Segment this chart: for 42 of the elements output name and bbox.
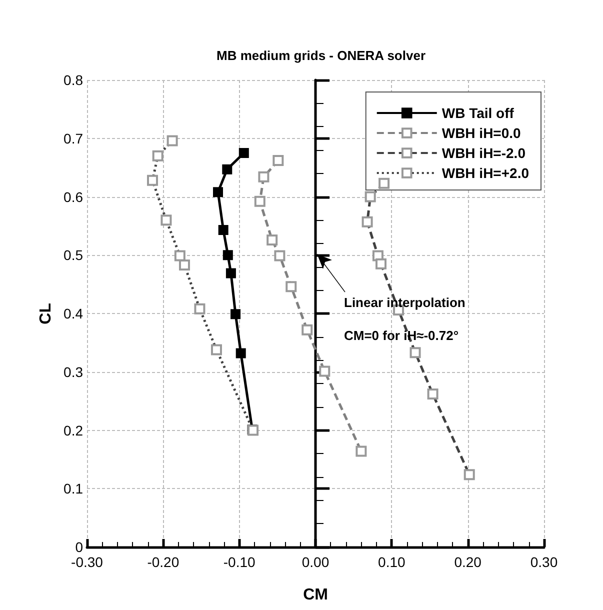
legend-label: WBH iH=+2.0 bbox=[442, 165, 530, 181]
chart-title: MB medium grids - ONERA solver bbox=[216, 48, 426, 63]
point bbox=[236, 348, 246, 358]
point bbox=[258, 171, 270, 182]
y-tick-label: 0.2 bbox=[64, 422, 84, 438]
point bbox=[302, 324, 313, 336]
point bbox=[272, 155, 284, 166]
y-tick-label: 0.4 bbox=[64, 306, 84, 322]
y-tick-label: 0.8 bbox=[64, 72, 84, 88]
y-tick-label: 0.7 bbox=[64, 130, 84, 146]
point bbox=[319, 366, 330, 377]
x-tick-label: -0.30 bbox=[71, 554, 104, 570]
annotation: Linear interpolation bbox=[344, 295, 466, 310]
legend-label: WBH iH=-2.0 bbox=[442, 145, 526, 161]
y-tick-label: 0.3 bbox=[64, 364, 84, 380]
annotation: CM=0 for iH≈-0.72° bbox=[344, 328, 459, 343]
point bbox=[286, 281, 297, 292]
y-tick-label: 0.6 bbox=[64, 188, 84, 205]
x-tick-label: -0.20 bbox=[147, 554, 180, 570]
x-tick-label: 0.30 bbox=[530, 554, 558, 570]
x-tick-label: -0.10 bbox=[223, 554, 256, 570]
point bbox=[266, 234, 278, 246]
point bbox=[254, 196, 266, 207]
x-tick-label: 0.10 bbox=[378, 554, 406, 570]
point bbox=[274, 250, 286, 262]
y-tick-label: 0.1 bbox=[64, 480, 84, 497]
y-axis-title: CL bbox=[38, 302, 54, 324]
point bbox=[356, 446, 367, 457]
x-tick-label: 0.20 bbox=[454, 554, 482, 570]
y-tick-label: 0 bbox=[75, 539, 84, 555]
point bbox=[226, 268, 236, 278]
point bbox=[230, 309, 241, 320]
point bbox=[222, 250, 233, 260]
x-tick-label: 0.00 bbox=[302, 554, 330, 570]
point bbox=[238, 148, 249, 158]
legend-label: WBH iH=0.0 bbox=[442, 125, 522, 141]
point bbox=[222, 164, 232, 174]
legend-label: WB Tail off bbox=[442, 105, 514, 121]
point bbox=[218, 225, 228, 236]
x-axis-title: CM bbox=[303, 586, 328, 604]
point bbox=[213, 187, 224, 198]
y-tick-label: 0.5 bbox=[64, 247, 84, 264]
